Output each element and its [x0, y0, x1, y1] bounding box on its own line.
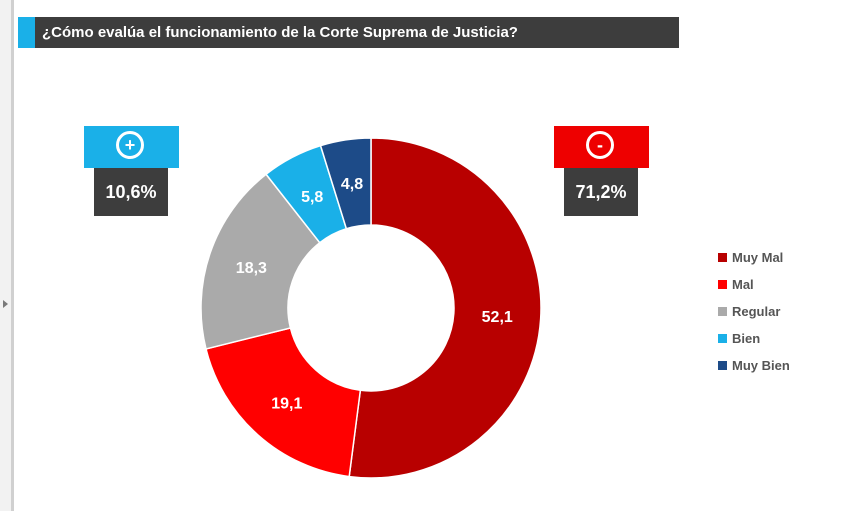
minus-circle-icon: - [586, 131, 614, 159]
donut-slice-regular [200, 173, 321, 350]
slice-value-label: 4,8 [341, 176, 363, 193]
positive-total: 10,6% [94, 168, 168, 216]
legend-label: Bien [732, 331, 761, 346]
positive-badge: + [84, 126, 179, 168]
legend-swatch [718, 361, 727, 370]
legend-label: Muy Mal [732, 250, 784, 265]
legend-label: Mal [732, 277, 754, 292]
legend-label: Regular [732, 304, 781, 319]
slice-value-label: 19,1 [271, 395, 302, 412]
slice-value-label: 18,3 [236, 260, 267, 277]
chart-legend: Muy Mal Mal Regular Bien Muy Bien [718, 244, 790, 379]
chart-title: ¿Cómo evalúa el funcionamiento de la Cor… [42, 24, 518, 41]
plus-symbol: + [124, 135, 136, 155]
side-panel-handle[interactable] [0, 0, 14, 511]
slice-value-label: 52,1 [482, 309, 513, 326]
legend-swatch [718, 307, 727, 316]
legend-item: Regular [718, 298, 790, 325]
legend-item: Mal [718, 271, 790, 298]
legend-swatch [718, 334, 727, 343]
title-accent [18, 17, 35, 48]
negative-total: 71,2% [564, 168, 638, 216]
legend-item: Bien [718, 325, 790, 352]
legend-item: Muy Mal [718, 244, 790, 271]
negative-badge: - [554, 126, 649, 168]
title-bar: ¿Cómo evalúa el funcionamiento de la Cor… [18, 17, 679, 48]
plus-circle-icon: + [116, 131, 144, 159]
legend-label: Muy Bien [732, 358, 790, 373]
expand-arrow-icon[interactable] [3, 300, 8, 308]
slice-value-label: 5,8 [301, 189, 323, 206]
legend-item: Muy Bien [718, 352, 790, 379]
legend-swatch [718, 280, 727, 289]
legend-swatch [718, 253, 727, 262]
donut-slice-muy-mal [348, 137, 542, 479]
donut-slice-muy-bien [319, 137, 372, 230]
donut-slice-mal [205, 327, 362, 478]
minus-symbol: - [597, 135, 603, 155]
